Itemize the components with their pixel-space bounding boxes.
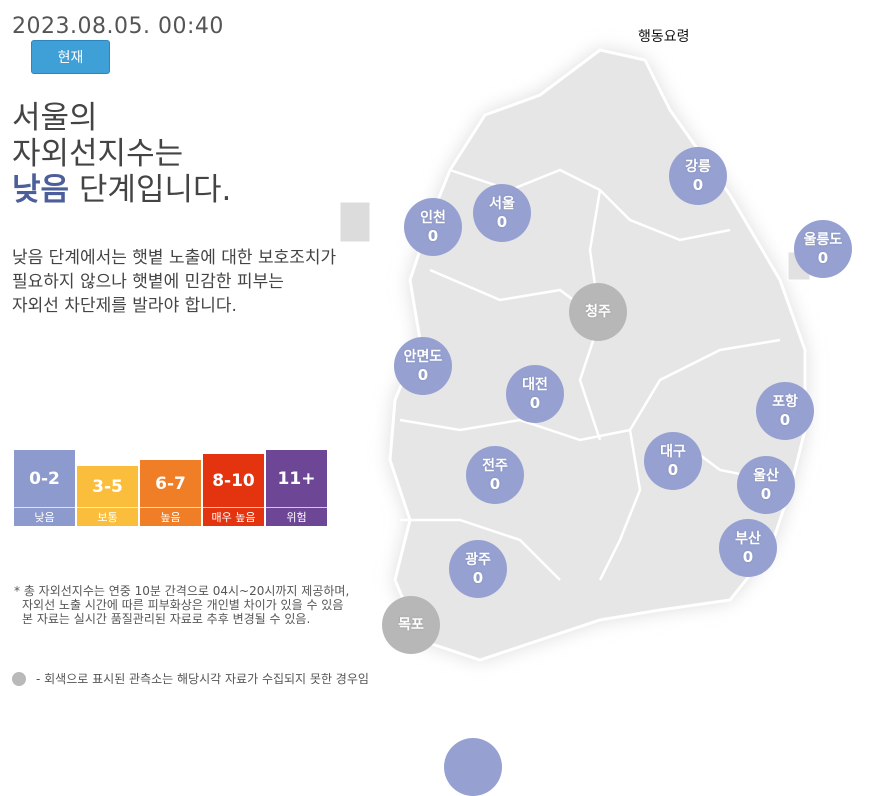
headline-line1: 서울의 [12, 100, 98, 136]
station-value: 0 [742, 548, 754, 566]
legend-moderate: 3-5 보통 [77, 466, 138, 526]
station-ulsan[interactable]: 울산 0 [737, 456, 795, 514]
headline: 서울의 자외선지수는 낮음 단계입니다. [12, 100, 231, 208]
station-value: 0 [760, 485, 772, 503]
legend-label: 낮음 [14, 507, 75, 526]
station-incheon[interactable]: 인천 0 [404, 198, 462, 256]
legend-range: 8-10 [212, 470, 255, 491]
station-value: 0 [817, 249, 829, 267]
station-seoul[interactable]: 서울 0 [473, 184, 531, 242]
station-value: 0 [529, 394, 541, 412]
gray-dot-icon [12, 671, 26, 686]
station-name: 울산 [753, 468, 779, 484]
station-name: 포항 [772, 394, 798, 410]
station-jeonju[interactable]: 전주 0 [466, 446, 524, 504]
legend-range: 6-7 [155, 473, 186, 494]
legend-label: 보통 [77, 507, 138, 526]
timestamp: 2023.08.05. 00:40 [12, 14, 224, 39]
legend-label: 높음 [140, 507, 201, 526]
gray-note-text: - 회색으로 표시된 관측소는 해당시각 자료가 수집되지 못한 경우임 [36, 672, 369, 686]
gray-station-note: - 회색으로 표시된 관측소는 해당시각 자료가 수집되지 못한 경우임 [12, 670, 369, 687]
note-line1: * 총 자외선지수는 연중 10분 간격으로 04시~20시까지 제공하며, [14, 584, 350, 598]
description-line3: 자외선 차단제를 발라야 합니다. [12, 296, 237, 316]
legend-range: 3-5 [92, 476, 123, 497]
legend-very-high: 8-10 매우 높음 [203, 454, 264, 526]
station-name: 대전 [522, 377, 548, 393]
station-gwangju[interactable]: 광주 0 [449, 540, 507, 598]
note-line3: 본 자료는 실시간 품질관리된 자료로 추후 변경될 수 있음. [22, 612, 311, 626]
uv-level-legend: 0-2 낮음 3-5 보통 6-7 높음 8-10 매우 높음 11+ 위험 [14, 450, 327, 526]
station-value: 0 [779, 411, 791, 429]
station-ulleungdo[interactable]: 울릉도 0 [794, 220, 852, 278]
station-mokpo[interactable]: 목포 [382, 596, 440, 654]
station-name: 부산 [735, 531, 761, 547]
station-name: 청주 [585, 304, 611, 320]
description-line2: 필요하지 않으나 햇볕에 민감한 피부는 [12, 272, 284, 292]
station-pohang[interactable]: 포항 0 [756, 382, 814, 440]
station-cheongju[interactable]: 청주 [569, 283, 627, 341]
station-busan[interactable]: 부산 0 [719, 519, 777, 577]
station-value: 0 [496, 213, 508, 231]
station-name: 인천 [420, 210, 446, 226]
station-name: 울릉도 [803, 232, 843, 248]
station-value: 0 [427, 227, 439, 245]
station-name: 목포 [398, 617, 424, 633]
station-name: 전주 [482, 458, 508, 474]
legend-low: 0-2 낮음 [14, 450, 75, 526]
station-gangneung[interactable]: 강릉 0 [669, 147, 727, 205]
description-line1: 낮음 단계에서는 햇볕 노출에 대한 보호조치가 [12, 248, 337, 268]
station-name: 광주 [465, 552, 491, 568]
legend-high: 6-7 높음 [140, 460, 201, 526]
station-value: 0 [692, 176, 704, 194]
island-inset [339, 201, 371, 243]
station-daejeon[interactable]: 대전 0 [506, 365, 564, 423]
station-value: 0 [489, 475, 501, 493]
station-name: 서울 [489, 196, 515, 212]
legend-range: 0-2 [29, 468, 60, 489]
station-value: 0 [667, 461, 679, 479]
legend-extreme: 11+ 위험 [266, 450, 327, 526]
headline-level: 낮음 [12, 172, 70, 208]
action-guide-link[interactable]: 행동요령 [638, 29, 690, 45]
legend-label: 매우 높음 [203, 507, 264, 526]
headline-line2: 자외선지수는 [12, 136, 184, 172]
station-value: 0 [417, 366, 429, 384]
station-value: 0 [472, 569, 484, 587]
legend-label: 위험 [266, 507, 327, 526]
headline-suffix: 단계입니다. [78, 172, 232, 208]
legend-range: 11+ [277, 468, 316, 489]
station-daegu[interactable]: 대구 0 [644, 432, 702, 490]
station-name: 대구 [660, 444, 686, 460]
station-name: 강릉 [685, 159, 711, 175]
note-line2: 자외선 노출 시간에 따른 피부화상은 개인별 차이가 있을 수 있음 [22, 598, 344, 612]
station-name: 안면도 [403, 349, 443, 365]
station-anmyeondo[interactable]: 안면도 0 [394, 337, 452, 395]
level-description: 낮음 단계에서는 햇볕 노출에 대한 보호조치가 필요하지 않으나 햇볕에 민감… [12, 246, 402, 318]
now-button[interactable]: 현재 [31, 40, 110, 74]
footnote: * 총 자외선지수는 연중 10분 간격으로 04시~20시까지 제공하며, 자… [14, 584, 404, 626]
station-partial-bottom[interactable] [444, 738, 502, 796]
